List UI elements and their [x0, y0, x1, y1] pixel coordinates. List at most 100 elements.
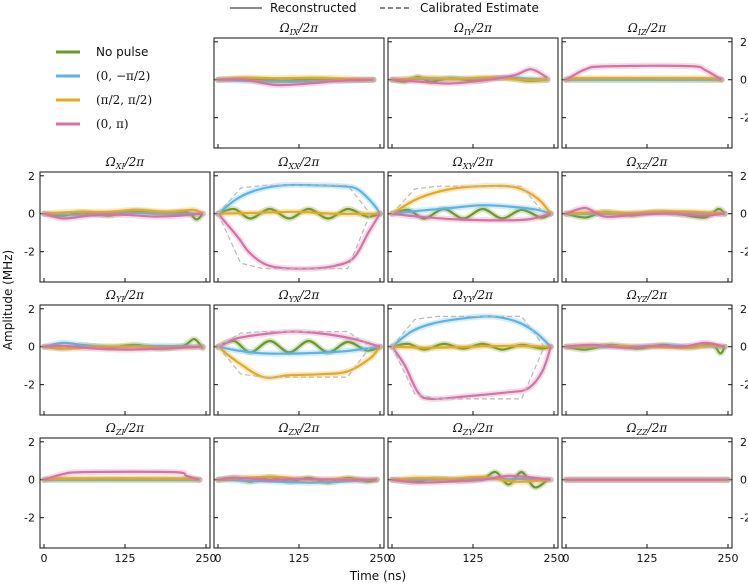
y-tick-label: 0: [28, 341, 35, 354]
y-tick-label-right: 0: [740, 341, 747, 354]
panel-zi: ΩZI/2π 2 0 -2 0 125 250: [24, 421, 216, 565]
panel-curves: [389, 469, 554, 491]
panel-yz: ΩYZ/2π 2 0 -2: [561, 288, 748, 416]
series-a: [391, 315, 552, 348]
y-tick-label-right: -2: [740, 246, 748, 259]
panel-title: ΩZZ/2π: [626, 421, 669, 437]
series-b: [217, 76, 374, 81]
panel-title: ΩIZ/2π: [627, 21, 667, 37]
y-tick-label: 2: [28, 436, 35, 449]
panel-ix: ΩIX/2π: [213, 21, 385, 149]
panel-frame: [561, 37, 733, 149]
x-tick-label: 0: [215, 552, 222, 565]
series-c: [391, 474, 551, 484]
band-c: [215, 210, 383, 272]
y-tick-label-right: 0: [740, 474, 747, 487]
series-a: [391, 204, 552, 215]
series-b: [391, 475, 551, 483]
panel-frame: [561, 437, 733, 549]
y-tick-label-right: 2: [740, 436, 747, 449]
panel-curves: [563, 339, 728, 357]
y-tick-label-right: 0: [740, 74, 747, 87]
y-tick-label: 2: [28, 303, 35, 316]
panel-title: ΩZI/2π: [105, 421, 145, 437]
panel-grid: ΩIX/2π ΩIY/2π ΩIZ/2π 2 0 -2 ΩXI/2π 2 0 -2 ΩXX/2π ΩX…: [24, 21, 748, 565]
x-tick-label: 250: [718, 552, 739, 565]
panel-title: ΩYI/2π: [105, 288, 145, 304]
series-a: [43, 211, 200, 216]
panel-yx: ΩYX/2π: [213, 288, 385, 416]
top-legend-reconstructed: Reconstructed: [270, 1, 357, 15]
panel-title: ΩXI/2π: [105, 155, 145, 171]
panel-curves: [389, 313, 554, 402]
x-tick-label: 125: [463, 552, 484, 565]
panel-title: ΩZY/2π: [452, 421, 494, 437]
series-c: [391, 68, 549, 85]
panel-title: ΩXZ/2π: [626, 155, 669, 171]
panel-frame: [387, 37, 559, 149]
x-tick-label: 250: [196, 552, 217, 565]
x-axis-label: Time (ns): [349, 569, 406, 583]
panel-frame: [39, 171, 211, 283]
calibrated-estimate: [391, 346, 545, 400]
panel-frame: [39, 304, 211, 416]
calibrated-estimate: [391, 315, 545, 348]
y-tick-label-right: -2: [740, 512, 748, 525]
top-legend: Reconstructed Calibrated Estimate: [230, 1, 539, 15]
y-tick-label: -2: [24, 512, 35, 525]
series-c: [43, 212, 203, 220]
panel-title: ΩYX/2π: [278, 288, 321, 304]
panel-curves: [389, 66, 551, 87]
y-tick-label: 0: [28, 208, 35, 221]
legend-label-no-pulse: No pulse: [96, 45, 148, 59]
series-legend: No pulse (0, −π/2) (π/2, π/2) (0, π): [56, 45, 152, 131]
series-b: [217, 210, 381, 215]
x-tick-label: 0: [41, 552, 48, 565]
calibrated-estimate: [391, 185, 545, 215]
panel-iy: ΩIY/2π: [387, 21, 559, 149]
band-c: [389, 343, 554, 402]
series-c: [565, 206, 725, 218]
series-c: [565, 64, 723, 81]
panel-curves: [215, 473, 380, 486]
panel-title: ΩXX/2π: [278, 155, 321, 171]
panel-zy: ΩZY/2π 0 125 250: [387, 421, 565, 565]
x-tick-label: 0: [563, 552, 570, 565]
x-tick-label: 125: [115, 552, 136, 565]
y-tick-label-right: 2: [740, 36, 747, 49]
panel-title: ΩXY/2π: [452, 155, 495, 171]
panel-frame: [39, 437, 211, 549]
panel-frame: [561, 171, 733, 283]
series-c: [43, 470, 200, 481]
x-tick-label: 125: [289, 552, 310, 565]
panel-iz: ΩIZ/2π 2 0 -2: [561, 21, 748, 149]
panel-curves: [215, 328, 383, 381]
panel-title: ΩIX/2π: [279, 21, 319, 37]
panel-zx: ΩZX/2π 0 125 250: [213, 421, 391, 565]
panel-xx: ΩXX/2π: [213, 155, 385, 283]
panel-zz: ΩZZ/2π 2 0 -2 0 125 250: [561, 421, 748, 565]
x-tick-label: 250: [370, 552, 391, 565]
y-tick-label-right: -2: [740, 112, 748, 125]
y-axis-label: Amplitude (MHz): [1, 250, 15, 350]
panel-curves: [215, 181, 383, 272]
y-tick-label-right: 0: [740, 208, 747, 221]
y-tick-label-right: -2: [740, 379, 748, 392]
panel-title: ΩYZ/2π: [626, 288, 668, 304]
panel-frame: [213, 437, 385, 549]
calibrated-estimate: [217, 331, 371, 348]
y-tick-label: 0: [28, 474, 35, 487]
series-nopulse: [217, 339, 381, 354]
panel-title: ΩYY/2π: [452, 288, 494, 304]
panel-frame: [387, 437, 559, 549]
series-b: [43, 208, 204, 215]
calibrated-estimate: [217, 184, 371, 215]
series-c: [565, 341, 726, 349]
panel-yi: ΩYI/2π 2 0 -2: [24, 288, 211, 416]
series-c: [43, 344, 203, 351]
legend-label-pi-half-pi-half: (π/2, π/2): [96, 93, 152, 107]
series-b: [391, 76, 548, 81]
panel-xi: ΩXI/2π 2 0 -2: [24, 155, 211, 283]
panel-curves: [41, 336, 206, 353]
